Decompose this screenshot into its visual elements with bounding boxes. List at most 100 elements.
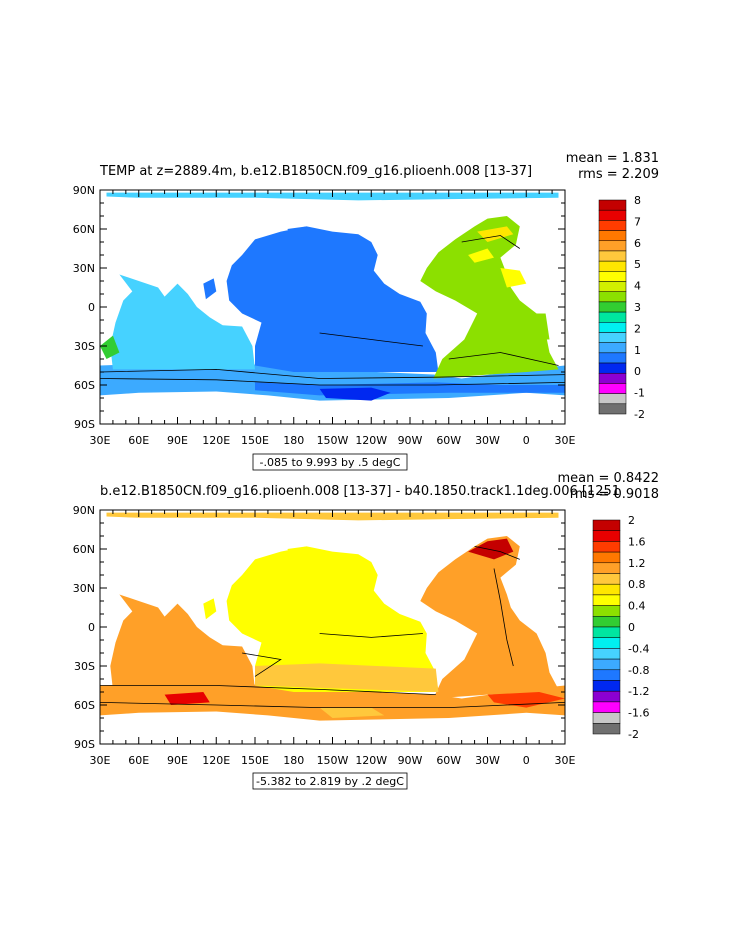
lon-tick-label: 150W (317, 434, 349, 447)
colorbar-label: 1 (634, 344, 641, 357)
colorbar-swatch (598, 220, 627, 231)
lon-tick-label: 30E (90, 434, 111, 447)
colorbar-label: 2 (634, 322, 641, 335)
colorbar-swatch (598, 291, 627, 303)
colorbar-swatch (598, 271, 627, 282)
labrador-anomaly-region (468, 538, 514, 560)
colorbar-swatch (592, 605, 621, 617)
colorbar-swatch (592, 530, 621, 542)
map-panel-1: TEMP at z=2889.4m, b.e12.B1850CN.f09_g16… (73, 151, 659, 471)
lat-tick-label: 60N (73, 223, 95, 236)
lat-tick-label: 0 (88, 301, 95, 314)
field-layer (100, 512, 565, 721)
colorbar-swatch (598, 301, 627, 313)
colorbar-label: 7 (634, 215, 641, 228)
lon-tick-label: 90E (167, 434, 188, 447)
lat-tick-label: 0 (88, 621, 95, 634)
contour-line (461, 235, 521, 249)
lon-tick-label: 120W (355, 754, 387, 767)
mean-value: mean = 0.8422 (557, 471, 659, 486)
colorbar-label: -0.8 (628, 664, 649, 677)
colorbar-label: 5 (634, 258, 641, 271)
colorbar-swatch (592, 690, 621, 703)
colorbar-swatch (592, 658, 621, 671)
colorbar-swatch (598, 342, 627, 354)
colorbar-swatch (592, 701, 621, 713)
lat-tick-label: 60S (74, 379, 95, 392)
bering-region (287, 546, 314, 560)
colorbar-swatch (598, 352, 627, 364)
colorbar-swatch (592, 616, 621, 628)
colorbar-swatch (598, 209, 627, 221)
lon-tick-label: 30E (555, 754, 576, 767)
south-pacific-band-region (255, 663, 439, 692)
lon-tick-label: 60W (436, 434, 461, 447)
lon-tick-label: 60W (436, 754, 461, 767)
colorbar-label: -1 (634, 387, 645, 400)
colorbar-swatch (598, 230, 627, 242)
colorbar-swatch (592, 669, 621, 681)
colorbar-swatch (598, 199, 627, 211)
colorbar-swatch (592, 723, 621, 735)
contour-line (493, 568, 514, 667)
contour-range-label: -.085 to 9.993 by .5 degC (260, 456, 401, 469)
lon-tick-label: 150W (317, 754, 349, 767)
contour-range-box (252, 772, 408, 790)
panel-title: TEMP at z=2889.4m, b.e12.B1850CN.f09_g16… (99, 164, 532, 179)
lon-tick-label: 180 (283, 434, 304, 447)
lat-tick-label: 90N (73, 504, 95, 517)
colorbar-swatch (598, 250, 627, 262)
lon-tick-label: 120W (355, 434, 387, 447)
colorbar-swatch (598, 311, 627, 323)
lat-tick-label: 90S (74, 738, 95, 751)
lat-tick-label: 60S (74, 699, 95, 712)
contour-lines (100, 546, 565, 708)
lat-tick-label: 30N (73, 582, 95, 595)
lon-tick-label: 90E (167, 754, 188, 767)
colorbar-label: 1.6 (628, 535, 646, 548)
agulhas-region (100, 335, 120, 359)
contour-line (474, 546, 520, 560)
lat-tick-label: 30S (74, 660, 95, 673)
colorbar-label: 2 (628, 514, 635, 527)
colorbar-label: -0.4 (628, 642, 649, 655)
lon-tick-label: 120E (202, 754, 230, 767)
atlantic-ocean-region (420, 536, 559, 699)
lon-tick-label: 0 (523, 434, 530, 447)
lat-tick-label: 90S (74, 418, 95, 431)
south-atlantic-region (519, 313, 550, 340)
colorbar-label: 3 (634, 301, 641, 314)
contour-line (319, 332, 423, 347)
gulf-warm-region (468, 248, 494, 263)
weddell-anomaly-region (487, 692, 565, 708)
pacific-ocean-region (226, 546, 439, 692)
colorbar-swatch (592, 583, 621, 596)
rms-value: rms = 0.9018 (570, 487, 659, 502)
lat-tick-label: 30S (74, 340, 95, 353)
colorbar-label: -1.6 (628, 707, 649, 720)
colorbar-swatch (592, 712, 621, 724)
south-china-sea-region (203, 278, 217, 300)
lon-tick-label: 60E (128, 754, 149, 767)
contour-range-box (252, 453, 408, 471)
colorbar-label: -2 (628, 728, 639, 741)
colorbar-swatch (592, 573, 621, 585)
colorbar-swatch (598, 240, 627, 252)
colorbar-label: 0.4 (628, 600, 646, 613)
contour-range-label: -5.382 to 2.819 by .2 degC (256, 775, 404, 788)
colorbar-swatch (598, 362, 627, 374)
colorbar-swatch (592, 562, 621, 574)
colorbar-swatch (598, 332, 627, 343)
lat-tick-label: 90N (73, 184, 95, 197)
colorbar-swatch (592, 680, 621, 692)
contour-line (100, 685, 436, 695)
map-panel-2: b.e12.B1850CN.f09_g16.plioenh.008 [13-37… (73, 471, 659, 790)
panel-title: b.e12.B1850CN.f09_g16.plioenh.008 [13-37… (100, 484, 620, 499)
contour-line (100, 702, 565, 708)
contour-line (100, 368, 565, 379)
colorbar-swatch (598, 383, 627, 394)
south-china-sea-region (203, 598, 217, 620)
lon-tick-label: 90W (398, 754, 423, 767)
mean-value: mean = 1.831 (566, 151, 659, 166)
colorbar-swatch (598, 403, 627, 415)
